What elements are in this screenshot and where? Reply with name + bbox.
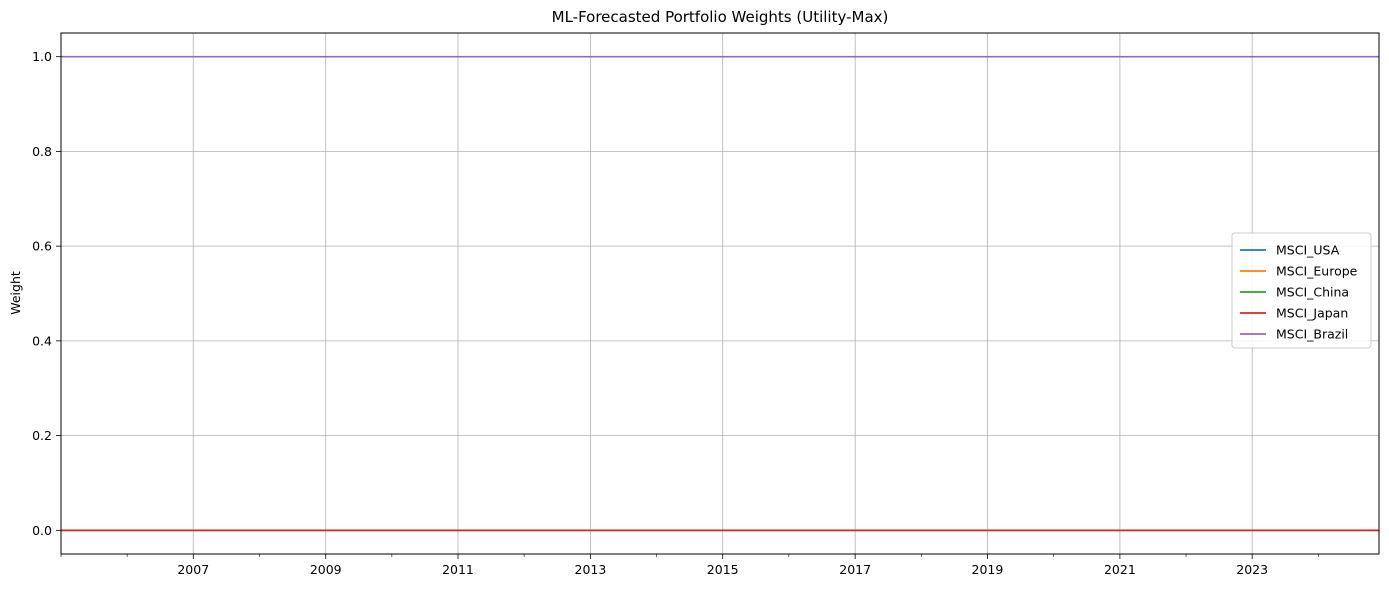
x-tick-label: 2013: [575, 562, 607, 577]
legend-label: MSCI_Europe: [1276, 264, 1358, 279]
x-tick-label: 2009: [310, 562, 342, 577]
legend-label: MSCI_China: [1276, 285, 1349, 300]
plot-frame: [60, 32, 1380, 555]
grid: [61, 33, 1379, 554]
x-tick-label: 2019: [972, 562, 1004, 577]
x-tick-label: 2011: [442, 562, 474, 577]
legend-label: MSCI_USA: [1276, 243, 1340, 258]
y-tick-label: 0.0: [32, 523, 52, 538]
y-tick-label: 1.0: [32, 49, 52, 64]
x-tick-label: 2015: [707, 562, 739, 577]
y-axis-label: Weight: [8, 271, 23, 315]
legend-box: [1231, 232, 1372, 349]
x-tick-label: 2023: [1236, 562, 1268, 577]
series-lines: [61, 55, 1379, 532]
x-tick-label: 2021: [1104, 562, 1136, 577]
x-tick-label: 2017: [839, 562, 871, 577]
y-tick-label: 0.2: [32, 428, 52, 443]
legend-label: MSCI_Brazil: [1276, 327, 1348, 342]
y-tick-label: 0.4: [32, 333, 52, 348]
y-tick-label: 0.8: [32, 144, 52, 159]
axis-ticks: 2007 2009 2011 2013 2015 2017 2019 2021 2023 0.0 0…: [32, 49, 1319, 577]
y-tick-label: 0.6: [32, 239, 52, 254]
chart-title: ML-Forecasted Portfolio Weights (Utility…: [552, 8, 889, 26]
legend-label: MSCI_Japan: [1276, 306, 1348, 321]
x-tick-label: 2007: [177, 562, 209, 577]
legend: MSCI_USA MSCI_Europe MSCI_China MSCI_Japan M…: [1231, 232, 1372, 349]
